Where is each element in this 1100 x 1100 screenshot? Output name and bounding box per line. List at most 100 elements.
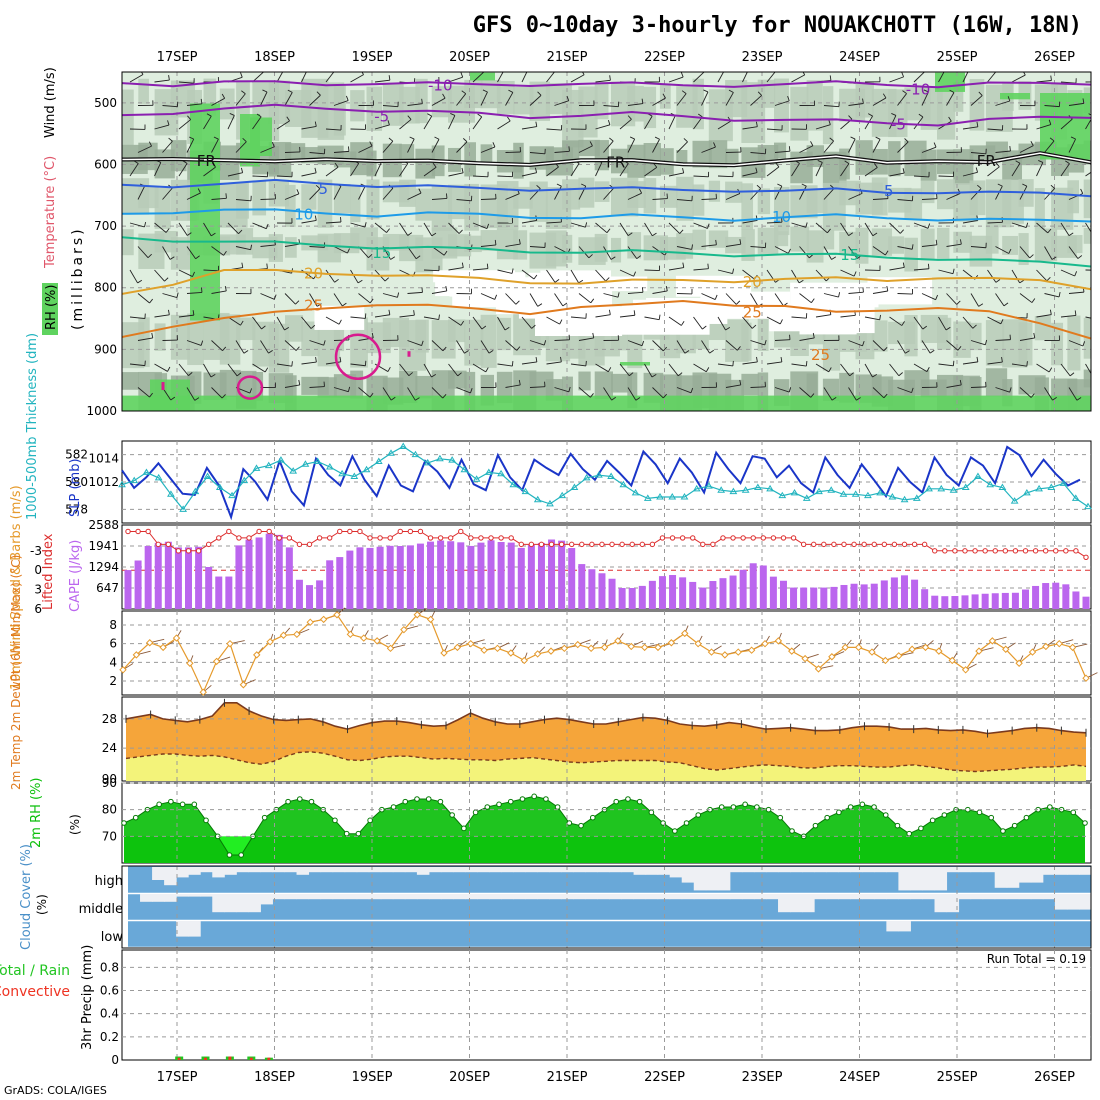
cape-bar [164,541,172,609]
wind-barb-staff [970,152,986,155]
thickness-point [974,472,982,480]
cloud-cell [392,867,406,873]
wind-speed-point [614,637,622,645]
precip-panel-frame [121,949,1092,1061]
wind-barb-staff [431,290,447,294]
wind-barb-flag [187,232,192,236]
wind-barb-staff [505,340,518,351]
wind-speed-point [707,648,716,656]
cape-bars [124,533,1090,609]
cloud-cell [525,894,538,900]
wind-barb-flag [1025,222,1029,228]
cloud-cell [934,894,948,913]
cape-bar [709,581,717,609]
wind-barb-staff [129,222,145,228]
wind-barb-flag [905,350,910,354]
cape-axis-label: CAPE (J/kg) [68,540,83,612]
wind-barb-flag [704,72,705,73]
rh-patch [496,80,515,115]
cloud-cell [152,867,165,880]
wind-barb-staff [546,269,556,283]
rh-patch [138,78,149,104]
wind-barb-flag [342,302,347,307]
rh-patch [333,312,345,352]
cloud-cell [753,894,767,900]
cape-bar [628,588,636,609]
wind-gridlines [122,611,1091,695]
cape-bar [174,547,182,609]
wind-barb-flag [303,66,308,68]
cloud-cell [489,867,502,873]
wind-barb-flag [904,138,909,143]
isotherm-line [122,268,1091,295]
rh-patch [757,188,771,215]
lifted-index-point [538,541,545,548]
wind-barb-staff [252,222,267,230]
wind-barb-staff [497,269,513,274]
wind-barb-staff [1036,314,1052,318]
wind-barb-staff [962,219,978,224]
wind-speed-point [948,656,956,665]
wind-barb-flag [684,350,690,354]
thickness-point [1047,483,1056,490]
wind-barb-staff [431,340,444,352]
rh-patch [985,320,1005,366]
wind-barb-staff [619,163,629,177]
wind-barb-staff [276,72,284,83]
rh-patch [594,371,613,399]
wind-barb-staff [1060,222,1070,236]
wind-barb-staff [358,387,371,398]
wind-speed-point [239,681,248,689]
wind-barb-staff [309,293,318,307]
wind-barb-staff [570,363,586,367]
cape-bar [699,587,707,609]
wind-barb-flag [805,222,808,228]
rh-patch [138,317,150,368]
cloud-cell [778,894,791,913]
wind-speed-point [761,639,769,648]
wind-barb-staff [823,105,839,108]
rh2m-point [390,804,397,810]
wind-barb-staff [276,316,285,331]
rh-patch [529,81,551,121]
cloud-cell [717,867,731,891]
rh-patch [317,377,337,398]
wind-barb-staff [178,222,188,236]
thickness-point [827,486,836,493]
wind-barb-staff [766,361,782,365]
wind-barb-staff [407,138,415,153]
wind-barb-flag [679,229,684,234]
wind-barb-staff [1044,246,1053,260]
cloud-cell [224,894,237,913]
wind-barb-staff [1068,340,1084,347]
wind-barb-staff [627,387,637,401]
wind-barb-flag [715,239,717,245]
thickness-point [998,483,1007,490]
cloud-cell [802,867,815,873]
wind-barb-flag [296,189,300,195]
wind-barb-flag [872,373,877,378]
wind-barb-flag [568,146,570,152]
rh-patch [122,372,139,390]
isotherm-label: -5 [374,107,389,125]
wind-barb-staff [913,175,930,178]
thickness-point [387,449,395,456]
wind-barb-flag [486,223,490,229]
wind-barb-staff [211,290,227,294]
rh-patch [757,372,769,411]
wind-barb-staff [946,243,962,247]
wind-barb-flag [222,346,227,351]
wind-barb-flag [515,300,520,305]
wind-barb-staff [725,293,737,305]
thickness-point [142,468,151,475]
cape-bar [396,546,404,609]
wind-barb-staff [129,74,144,83]
cape-bar [477,542,485,609]
wind-barb-flag [902,168,905,174]
wind-barb-staff [889,363,900,377]
cloud-cell [404,894,418,900]
wind-barb-flag [590,393,594,398]
